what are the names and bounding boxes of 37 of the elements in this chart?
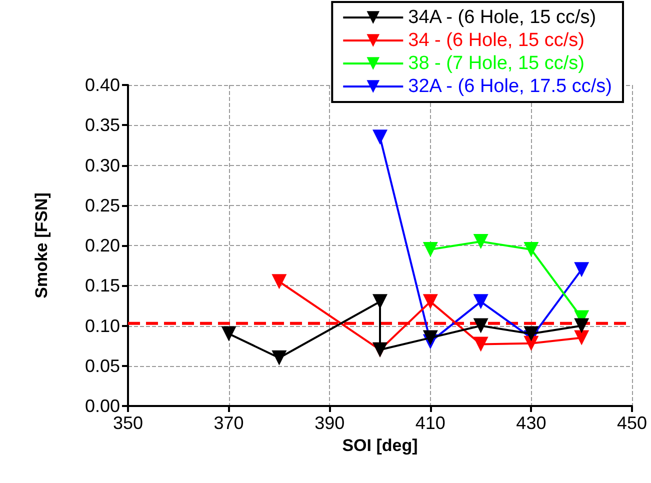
y-tick-label: 0.40 bbox=[84, 75, 120, 95]
point bbox=[524, 242, 539, 258]
legend-label: 32A - (6 Hole, 17.5 cc/s) bbox=[408, 76, 612, 97]
point bbox=[473, 318, 488, 334]
legend-label: 34A - (6 Hole, 15 cc/s) bbox=[408, 7, 596, 28]
point bbox=[524, 326, 539, 342]
point bbox=[473, 294, 488, 310]
y-tick-label: 0.05 bbox=[84, 356, 120, 376]
point bbox=[372, 130, 388, 145]
x-tick-label: 430 bbox=[516, 413, 546, 433]
point bbox=[574, 318, 590, 334]
y-tick-label: 0.15 bbox=[84, 276, 120, 296]
x-tick-label: 450 bbox=[616, 413, 648, 433]
x-tick-label: 350 bbox=[112, 413, 144, 433]
point bbox=[422, 242, 438, 258]
y-tick-label: 0.25 bbox=[84, 195, 120, 216]
y-tick-label: 0.35 bbox=[84, 115, 120, 136]
x-tick-label: 390 bbox=[314, 413, 345, 433]
point bbox=[574, 330, 590, 346]
point bbox=[422, 330, 438, 346]
legend-label: 38 - (7 Hole, 15 cc/s) bbox=[408, 53, 584, 74]
x-tick-label: 370 bbox=[214, 413, 244, 433]
y-tick-label: 0.10 bbox=[84, 316, 120, 336]
point bbox=[574, 262, 590, 278]
point bbox=[272, 274, 287, 290]
point bbox=[221, 326, 236, 342]
point bbox=[272, 350, 287, 366]
point bbox=[422, 294, 438, 310]
y-tick-label: 0.20 bbox=[84, 236, 120, 256]
point bbox=[473, 234, 488, 249]
legend-label: 34 - (6 Hole, 15 cc/s) bbox=[408, 30, 584, 51]
point bbox=[473, 336, 488, 352]
x-axis-title: SOI [deg] bbox=[342, 436, 418, 455]
y-tick-label: 0.30 bbox=[84, 155, 120, 176]
x-tick-label: 410 bbox=[415, 413, 446, 433]
y-axis-title: Smoke [FSN] bbox=[32, 192, 51, 298]
y-tick-label: 0.00 bbox=[84, 396, 120, 416]
